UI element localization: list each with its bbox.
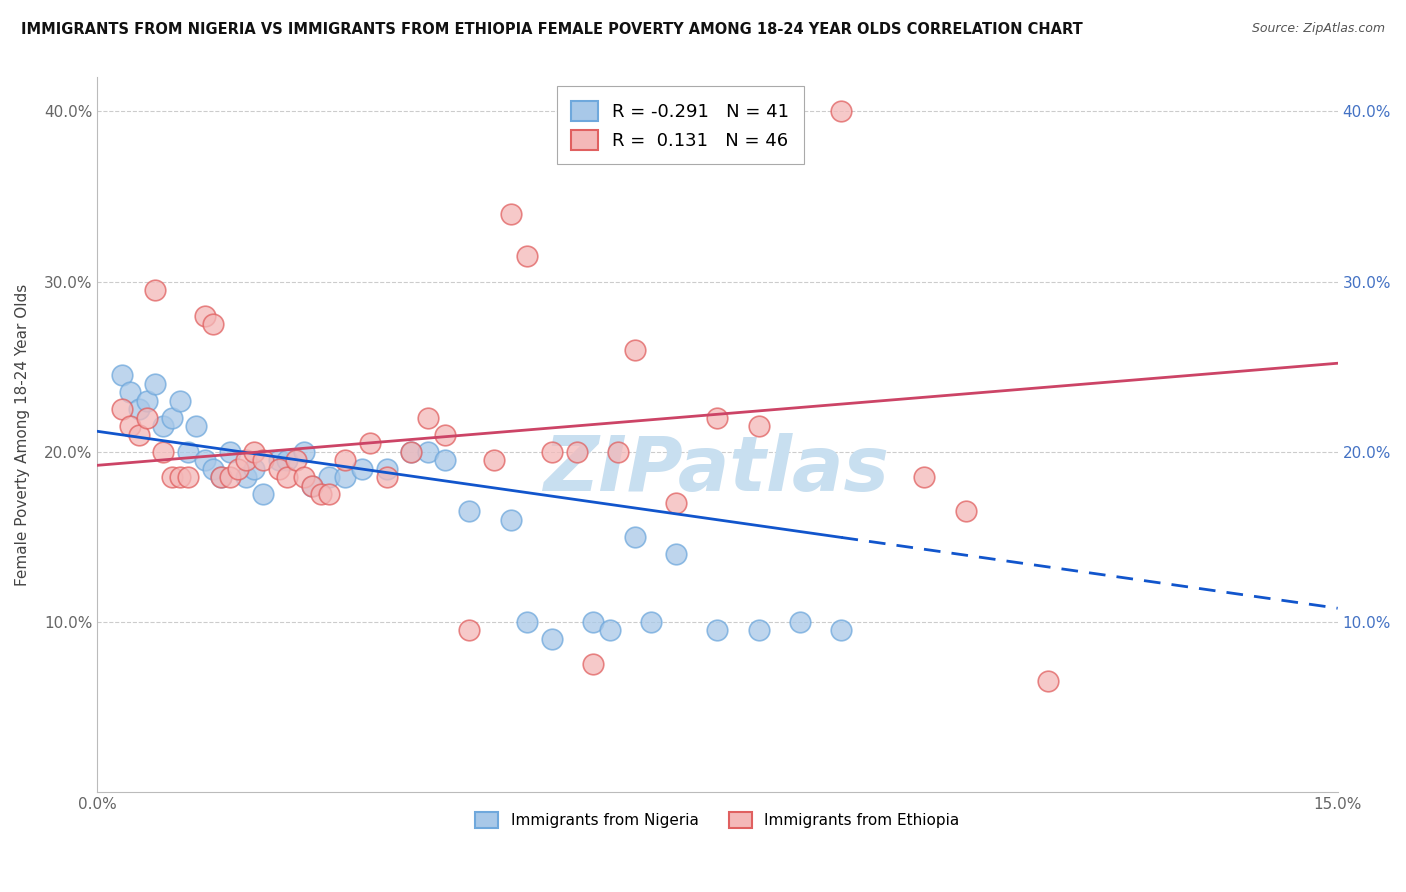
Point [292,444,315,458]
Point [789,615,811,629]
Point [120,419,142,434]
Point [177,444,200,458]
Point [623,530,645,544]
Point [143,376,166,391]
Point [541,444,564,458]
Point [706,624,728,638]
Point [169,470,191,484]
Point [252,453,274,467]
Point [235,453,257,467]
Point [665,547,688,561]
Point [582,657,605,672]
Point [243,444,266,458]
Point [284,453,307,467]
Point [152,444,174,458]
Point [243,461,266,475]
Point [665,496,688,510]
Point [433,453,456,467]
Point [401,444,423,458]
Point [706,410,728,425]
Point [623,343,645,357]
Point [416,444,439,458]
Point [912,470,935,484]
Point [599,624,621,638]
Point [318,487,340,501]
Point [607,444,630,458]
Point [111,368,134,383]
Point [235,470,257,484]
Text: Source: ZipAtlas.com: Source: ZipAtlas.com [1251,22,1385,36]
Point [955,504,977,518]
Point [359,436,381,450]
Point [209,470,232,484]
Point [269,461,291,475]
Point [202,317,225,331]
Point [194,453,217,467]
Point [209,470,232,484]
Point [169,393,191,408]
Point [269,453,291,467]
Point [458,504,481,518]
Point [160,410,183,425]
Point [516,615,538,629]
Point [128,402,150,417]
Point [276,470,298,484]
Point [748,624,770,638]
Point [128,427,150,442]
Point [143,283,166,297]
Point [416,410,439,425]
Text: IMMIGRANTS FROM NIGERIA VS IMMIGRANTS FROM ETHIOPIA FEMALE POVERTY AMONG 18-24 Y: IMMIGRANTS FROM NIGERIA VS IMMIGRANTS FR… [21,22,1083,37]
Point [202,461,225,475]
Point [152,419,174,434]
Point [309,487,332,501]
Point [335,470,357,484]
Point [218,444,240,458]
Point [111,402,134,417]
Point [292,470,315,484]
Point [541,632,564,646]
Point [482,453,505,467]
Point [748,419,770,434]
Point [401,444,423,458]
Y-axis label: Female Poverty Among 18-24 Year Olds: Female Poverty Among 18-24 Year Olds [15,284,30,586]
Point [565,444,588,458]
Point [830,104,852,119]
Point [499,513,522,527]
Point [1038,674,1060,689]
Point [318,470,340,484]
Point [226,461,249,475]
Point [375,461,398,475]
Point [276,453,298,467]
Point [194,309,217,323]
Point [458,624,481,638]
Point [516,249,538,263]
Point [160,470,183,484]
Point [252,487,274,501]
Point [301,479,323,493]
Point [499,206,522,220]
Point [335,453,357,467]
Point [350,461,373,475]
Point [640,615,662,629]
Point [830,624,852,638]
Point [375,470,398,484]
Point [582,615,605,629]
Point [218,470,240,484]
Legend: Immigrants from Nigeria, Immigrants from Ethiopia: Immigrants from Nigeria, Immigrants from… [470,805,966,834]
Text: ZIPatlas: ZIPatlas [544,434,890,508]
Point [177,470,200,484]
Point [135,393,157,408]
Point [186,419,208,434]
Point [433,427,456,442]
Point [135,410,157,425]
Point [301,479,323,493]
Point [120,385,142,400]
